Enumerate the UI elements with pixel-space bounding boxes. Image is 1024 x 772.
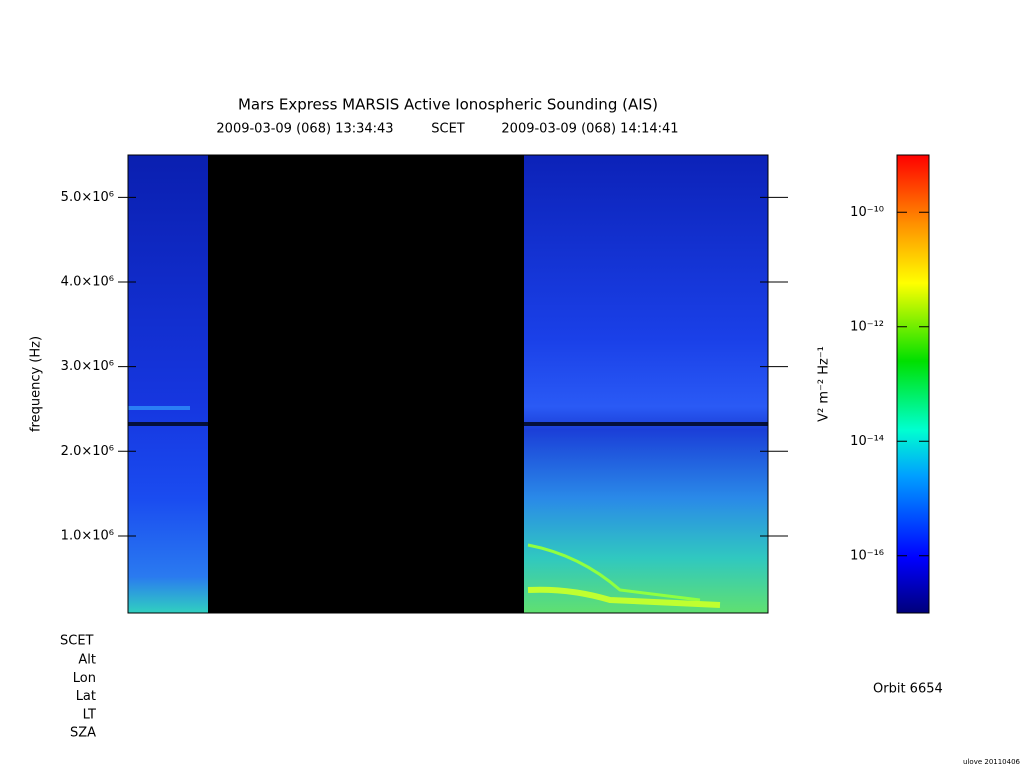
ephemeris-label: Lat (76, 689, 96, 704)
colorbar-tick-label: 10⁻¹⁰ (850, 205, 884, 220)
end-time: 2009-03-09 (068) 14:14:41 (501, 122, 678, 137)
plot-frame (127, 154, 769, 614)
start-time: 2009-03-09 (068) 13:34:43 (216, 122, 393, 137)
y-tick-label: 3.0×10⁶ (61, 359, 114, 374)
ephemeris-label: Lon (73, 671, 96, 686)
time-system: SCET (431, 122, 465, 137)
spectrogram-trace (527, 586, 721, 608)
y-tick-label: 5.0×10⁶ (61, 190, 114, 205)
spectrogram-segment (128, 155, 208, 613)
colorbar (896, 154, 930, 614)
spectrogram-segment (524, 155, 768, 613)
colorbar-tick-label: 10⁻¹² (850, 319, 884, 334)
scet-label: SCET (60, 634, 94, 649)
y-tick-label: 1.0×10⁶ (61, 528, 114, 543)
ephemeris-label: LT (83, 707, 96, 722)
ephemeris-label: SZA (70, 726, 96, 741)
spectrogram-gap (208, 155, 524, 613)
colorbar-label: V² m⁻² Hz⁻¹ (817, 346, 832, 422)
y-tick-label: 4.0×10⁶ (61, 274, 114, 289)
orbit: Orbit 6654 (873, 682, 943, 697)
ephemeris-label: Alt (78, 653, 96, 668)
spectrogram-gap (208, 422, 524, 426)
footer: ulove 20110406 (963, 758, 1021, 766)
y-axis-label: frequency (Hz) (29, 336, 44, 432)
colorbar-tick-label: 10⁻¹⁶ (850, 548, 884, 563)
spectrogram-trace (527, 543, 701, 602)
chart-title: Mars Express MARSIS Active Ionospheric S… (238, 96, 658, 114)
spectrogram-band (128, 406, 190, 410)
y-tick-label: 2.0×10⁶ (61, 444, 114, 459)
spectrogram (128, 155, 768, 613)
colorbar-tick-label: 10⁻¹⁴ (850, 434, 884, 449)
